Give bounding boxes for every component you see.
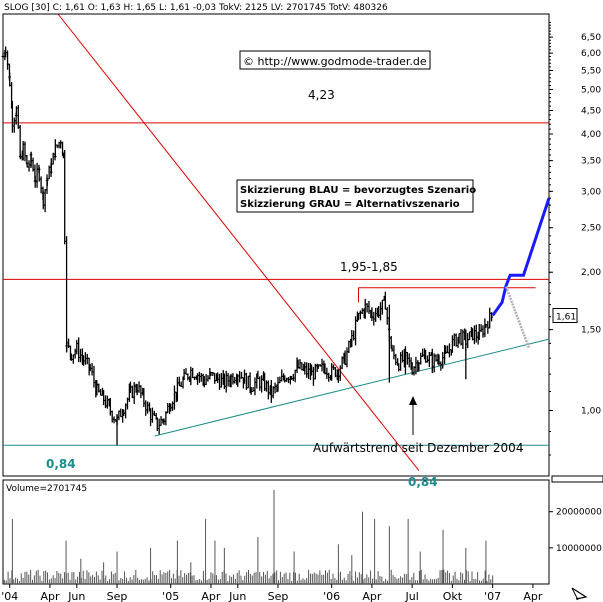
time-tick-label: Apr — [40, 590, 60, 602]
scroll-arrow-icon — [571, 587, 588, 600]
uptrend-annotation: Aufwärtstrend seit Dezember 2004 — [313, 441, 523, 455]
scenario-sketches — [491, 197, 551, 349]
time-tick-label: '04 — [1, 590, 18, 602]
time-tick-label: Sep — [268, 590, 289, 602]
watermark-box — [239, 50, 431, 70]
price-series — [1, 46, 494, 446]
price-axis-ticks: 6,50 6,00 5,50 5,00 4,50 4,00 3,50 3,00 2,50 2,00… — [549, 21, 601, 456]
time-tick-label: '05 — [162, 590, 179, 602]
time-tick-label: '07 — [484, 590, 501, 602]
scroll-strip[interactable] — [551, 475, 603, 483]
time-tick-label: Jun — [228, 590, 246, 602]
price-tick-label: 1,50 — [581, 326, 601, 336]
uptrend-arrow-head — [409, 396, 417, 405]
price-tick-label: 3,00 — [581, 187, 601, 197]
time-tick-label: Apr — [523, 590, 543, 602]
price-tick-label: 3,50 — [581, 157, 601, 167]
level-label-0-84: 0,84 — [46, 457, 76, 471]
uptrend-line — [154, 338, 550, 437]
last-price-marker: 1,61 — [552, 307, 578, 323]
level-label-4-23: 4,23 — [308, 88, 335, 102]
legend-blue-text: Skizzierung BLAU = bevorzugtes Szenario — [240, 185, 476, 196]
legend-grey-text: Skizzierung GRAU = Alternativszenario — [240, 199, 460, 210]
price-panel-frame — [2, 13, 550, 477]
time-tick-label: Apr — [362, 590, 382, 602]
time-tick-label: Sep — [107, 590, 128, 602]
volume-tick-label: 10000000 — [556, 544, 602, 554]
chart-header: SLOG [30] C: 1,61 O: 1,63 H: 1,65 L: 1,6… — [4, 3, 388, 13]
scenario-blue-path — [491, 197, 551, 317]
volume-tick-label: 20000000 — [556, 508, 602, 518]
time-tick-label: Okt — [443, 590, 463, 602]
scroll-right-button[interactable] — [568, 585, 590, 601]
time-tick-label: Jul — [405, 590, 419, 602]
downtrend-line — [57, 13, 420, 471]
volume-axis-ticks: 20000000 10000000 — [549, 508, 602, 554]
level-label-0-84-bottom: 0,84 — [408, 475, 438, 489]
time-tick-label: Apr — [201, 590, 221, 602]
price-tick-label: 1,00 — [581, 406, 601, 416]
time-axis-ticks: '04 Apr Jun Sep '05 Apr Jun Sep '06 Apr Jul Okt '07 A… — [1, 584, 543, 602]
price-tick-label: 5,00 — [581, 85, 601, 95]
price-tick-label: 5,50 — [581, 66, 601, 76]
level-label-1-95-1-85: 1,95-1,85 — [340, 260, 398, 274]
volume-label: Volume=2701745 — [6, 484, 87, 494]
watermark-text: © http://www.godmode-trader.de — [243, 55, 427, 68]
scenario-grey-path — [504, 286, 531, 349]
time-tick-label: '06 — [323, 590, 340, 602]
price-tick-label: 4,50 — [581, 106, 601, 116]
volume-bars — [3, 490, 494, 584]
last-price-label: 1,61 — [556, 312, 576, 322]
scenario-legend-box — [236, 179, 474, 213]
price-tick-label: 2,50 — [581, 224, 601, 234]
price-tick-label: 6,00 — [581, 49, 601, 59]
price-tick-label: 6,50 — [581, 33, 601, 43]
price-tick-label: 4,00 — [581, 130, 601, 140]
time-tick-label: Jun — [67, 590, 85, 602]
volume-panel-frame — [2, 479, 550, 585]
price-tick-label: 2,00 — [581, 268, 601, 278]
